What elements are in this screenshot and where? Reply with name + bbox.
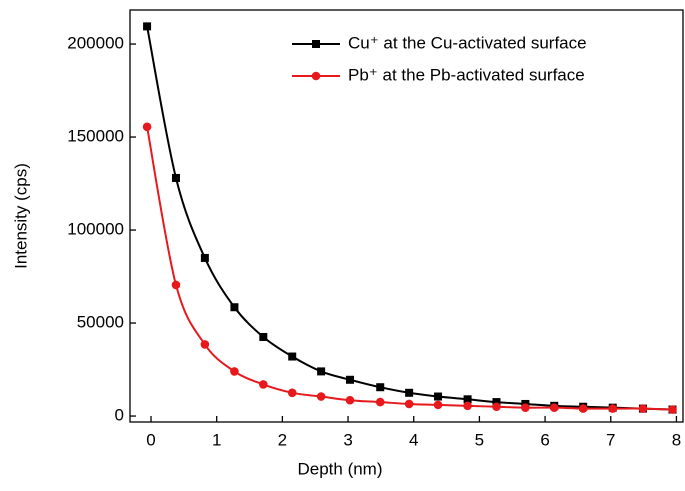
marker (200, 253, 209, 262)
marker (230, 303, 239, 312)
marker (434, 392, 443, 401)
marker (142, 122, 152, 132)
marker (376, 383, 385, 392)
marker (405, 388, 414, 397)
marker (200, 340, 210, 349)
plot-frame (129, 9, 684, 423)
x-tick-label: 6 (540, 430, 549, 449)
marker (288, 352, 297, 361)
x-tick-label: 0 (146, 430, 155, 449)
y-tick-label: 0 (115, 406, 124, 425)
marker (521, 403, 530, 412)
marker (316, 392, 326, 401)
marker (259, 380, 268, 389)
marker (668, 405, 677, 414)
x-tick-label: 5 (475, 430, 484, 449)
x-tick-label: 4 (409, 430, 418, 449)
marker (433, 400, 443, 410)
marker (404, 399, 414, 409)
y-axis-label: Intensity (cps) (11, 163, 30, 269)
marker (492, 398, 501, 407)
x-tick-label: 7 (606, 430, 615, 449)
marker (375, 397, 385, 407)
marker (230, 367, 239, 376)
y-tick-label: 150000 (67, 127, 124, 146)
legend-label: Pb⁺ at the Pb-activated surface (348, 65, 585, 84)
marker (549, 403, 559, 412)
marker (346, 375, 355, 384)
marker (312, 40, 320, 48)
marker (171, 280, 181, 290)
y-tick-label: 200000 (67, 34, 124, 53)
marker (463, 395, 472, 404)
marker (171, 173, 180, 182)
marker (259, 332, 268, 341)
x-tick-label: 3 (343, 430, 352, 449)
x-tick-label: 8 (672, 430, 681, 449)
marker (143, 22, 152, 31)
x-tick-label: 2 (278, 430, 287, 449)
series-line (146, 126, 673, 411)
marker (317, 367, 326, 376)
marker (492, 402, 501, 412)
y-tick-label: 100000 (67, 220, 124, 239)
marker (463, 401, 472, 411)
y-tick-label: 50000 (77, 313, 124, 332)
legend-label: Cu⁺ at the Cu-activated surface (348, 33, 587, 52)
marker (287, 388, 297, 398)
marker (578, 404, 588, 413)
marker (638, 404, 648, 413)
marker (608, 404, 618, 413)
x-tick-label: 1 (212, 430, 221, 449)
marker (311, 71, 321, 81)
marker (345, 395, 355, 405)
x-axis-label: Depth (nm) (297, 459, 382, 478)
